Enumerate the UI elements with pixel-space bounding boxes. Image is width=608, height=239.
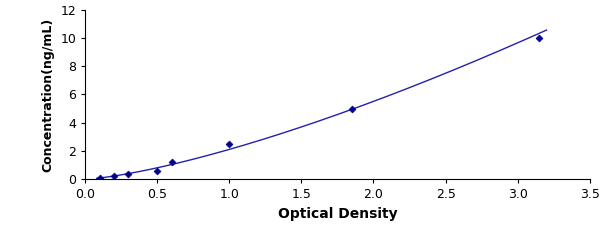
Y-axis label: Concentration(ng/mL): Concentration(ng/mL) <box>42 17 55 172</box>
X-axis label: Optical Density: Optical Density <box>278 207 397 221</box>
